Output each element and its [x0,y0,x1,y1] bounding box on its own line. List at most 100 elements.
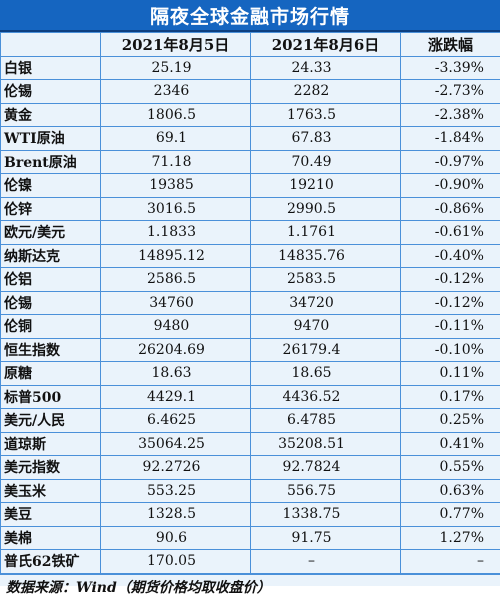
price-date-2-value: 2583.5 [251,271,400,287]
price-date-1-value: 19385 [101,177,250,193]
price-date-1-value: 3016.5 [101,201,250,217]
change-percent: 0.55% [401,456,500,480]
price-date-2-value: 24.33 [251,60,400,76]
price-date-2: 35208.51 [251,432,401,456]
instrument-name: WTI原油 [1,127,101,151]
price-date-2-value: 26179.4 [251,342,400,358]
price-date-2: 91.75 [251,526,401,550]
header-instrument [1,33,101,57]
price-date-2: 34720 [251,291,401,315]
price-date-2: 2583.5 [251,268,401,292]
change-percent: -0.10% [401,338,500,362]
change-percent: -3.39% [401,56,500,80]
price-date-2: 1.1761 [251,221,401,245]
price-date-1: 4429.1 [101,385,251,409]
price-date-2: 1763.5 [251,103,401,127]
instrument-name: 标普500 [1,385,101,409]
price-date-2-value: 2990.5 [251,201,400,217]
price-date-1-value: 6.4625 [101,412,250,428]
price-date-2: 14835.76 [251,244,401,268]
change-percent: -0.11% [401,315,500,339]
price-date-1: 19385 [101,174,251,198]
price-date-1-value: 14895.12 [101,248,250,264]
instrument-name: 伦铜 [1,315,101,339]
price-date-2-value: 1.1761 [251,224,400,240]
data-source-note: 数据来源：Wind（期货价格均取收盘价） [0,574,500,599]
header-date-2: 2021年8月6日 [251,33,401,57]
price-date-1: 1806.5 [101,103,251,127]
instrument-name: 原糖 [1,362,101,386]
price-date-2: 9470 [251,315,401,339]
price-date-1-value: 26204.69 [101,342,250,358]
change-percent: 0.11% [401,362,500,386]
price-date-2-value: 9470 [251,318,400,334]
change-percent: 0.25% [401,409,500,433]
price-date-1-value: 92.2726 [101,459,250,475]
change-percent: 0.41% [401,432,500,456]
price-date-1: 2586.5 [101,268,251,292]
change-percent: -2.73% [401,80,500,104]
price-date-2: 1338.75 [251,503,401,527]
price-date-1: 553.25 [101,479,251,503]
price-date-1: 14895.12 [101,244,251,268]
price-date-2-value: 35208.51 [251,436,400,452]
price-date-2: 92.7824 [251,456,401,480]
instrument-name: 美元指数 [1,456,101,480]
price-date-1: 69.1 [101,127,251,151]
instrument-name: 伦镍 [1,174,101,198]
instrument-name: 欧元/美元 [1,221,101,245]
instrument-name: 恒生指数 [1,338,101,362]
change-percent: -2.38% [401,103,500,127]
price-date-1-value: 69.1 [101,130,250,146]
price-date-2-value: 2282 [251,83,400,99]
instrument-name: 伦锌 [1,197,101,221]
header-row: 2021年8月5日 2021年8月6日 涨跌幅 [1,33,500,57]
price-date-2-value: 18.65 [251,365,400,381]
instrument-name: 伦锡 [1,80,101,104]
price-date-2-value: 6.4785 [251,412,400,428]
price-date-2: 2282 [251,80,401,104]
change-percent: 1.27% [401,526,500,550]
price-date-2: 67.83 [251,127,401,151]
change-percent: -1.84% [401,127,500,151]
price-date-2: 70.49 [251,150,401,174]
change-percent: -0.61% [401,221,500,245]
change-percent: -0.12% [401,268,500,292]
price-date-2: 2990.5 [251,197,401,221]
price-date-1: 9480 [101,315,251,339]
price-date-2-value: 1338.75 [251,506,400,522]
price-date-2-value: 70.49 [251,154,400,170]
instrument-name: 白银 [1,56,101,80]
price-date-1: 1.1833 [101,221,251,245]
price-date-1: 26204.69 [101,338,251,362]
price-date-1-value: 1806.5 [101,107,250,123]
header-change: 涨跌幅 [401,33,500,57]
price-date-1-value: 25.19 [101,60,250,76]
price-date-1-value: 1.1833 [101,224,250,240]
price-date-1: 90.6 [101,526,251,550]
price-date-2-value: 92.7824 [251,459,400,475]
price-date-1: 25.19 [101,56,251,80]
price-date-2-value: – [251,553,400,569]
price-date-1: 34760 [101,291,251,315]
price-date-2-value: 91.75 [251,530,400,546]
price-date-1: 92.2726 [101,456,251,480]
price-date-1-value: 71.18 [101,154,250,170]
price-date-2-value: 14835.76 [251,248,400,264]
price-date-1: 6.4625 [101,409,251,433]
